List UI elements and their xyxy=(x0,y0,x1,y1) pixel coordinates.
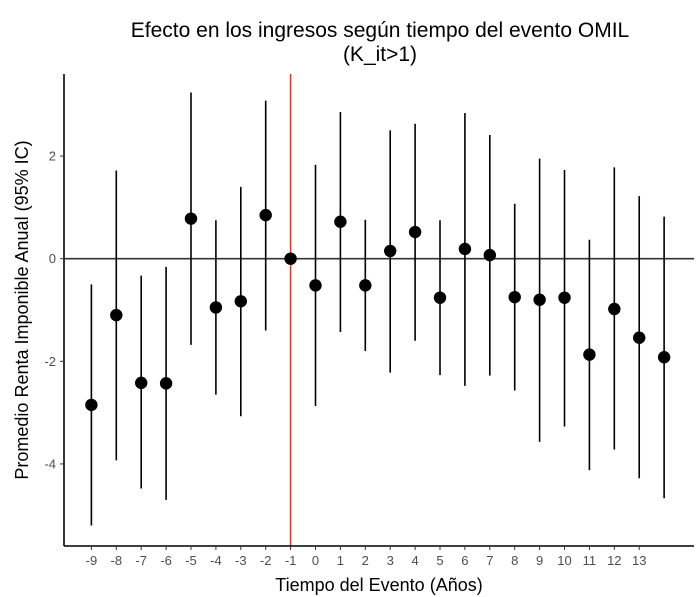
x-tick-label: 0 xyxy=(312,553,319,568)
x-tick-label: 11 xyxy=(583,553,597,568)
data-point xyxy=(259,209,271,221)
x-tick-label: -2 xyxy=(260,553,272,568)
data-point xyxy=(533,294,545,306)
data-point xyxy=(459,243,471,255)
data-point xyxy=(110,309,122,321)
data-point xyxy=(409,226,421,238)
data-point xyxy=(160,377,172,389)
reference-lines xyxy=(64,74,694,546)
data-point xyxy=(309,279,321,291)
x-tick-label: -8 xyxy=(111,553,123,568)
x-tick-label: 12 xyxy=(607,553,621,568)
data-point xyxy=(210,301,222,313)
data-point xyxy=(185,212,197,224)
data-point xyxy=(434,291,446,303)
x-axis-title: Tiempo del Evento (Años) xyxy=(275,575,482,595)
x-tick-label: 13 xyxy=(632,553,646,568)
x-tick-label: 9 xyxy=(536,553,543,568)
x-tick-label: 8 xyxy=(511,553,518,568)
data-point xyxy=(633,332,645,344)
data-point xyxy=(658,351,670,363)
x-tick-label: -6 xyxy=(160,553,172,568)
x-tick-label: -4 xyxy=(210,553,222,568)
x-tick-label: -9 xyxy=(86,553,98,568)
data-point xyxy=(334,216,346,228)
x-tick-label: 7 xyxy=(486,553,493,568)
data-point xyxy=(583,348,595,360)
x-tick-label: 2 xyxy=(362,553,369,568)
y-tick-label: 0 xyxy=(49,251,56,266)
data-point xyxy=(359,279,371,291)
data-point xyxy=(284,252,296,264)
data-point xyxy=(484,249,496,261)
x-tick-label: 10 xyxy=(557,553,571,568)
x-tick-label: -7 xyxy=(135,553,147,568)
data-point xyxy=(509,291,521,303)
data-point xyxy=(384,245,396,257)
x-tick-label: -3 xyxy=(235,553,247,568)
data-point xyxy=(558,291,570,303)
axes xyxy=(64,74,694,546)
y-axis-title: Promedio Renta Imponible Anual (95% IC) xyxy=(12,140,32,479)
x-tick-label: 5 xyxy=(436,553,443,568)
point-estimates xyxy=(85,209,670,411)
x-tick-label: 6 xyxy=(461,553,468,568)
x-axis-ticks: -9 -8 -7 -6 -5 -4 -3 -2 -1 0 1 2 3 4 5 6 7 8 9 10 11 12 13 xyxy=(86,546,647,568)
x-tick-label: 3 xyxy=(387,553,394,568)
x-tick-label: 1 xyxy=(337,553,344,568)
error-bars xyxy=(91,92,664,525)
y-axis-ticks: -4 -2 0 2 xyxy=(44,149,64,472)
x-tick-label: -1 xyxy=(285,553,297,568)
data-point xyxy=(85,399,97,411)
data-point xyxy=(135,377,147,389)
x-tick-label: 4 xyxy=(411,553,418,568)
data-point xyxy=(608,303,620,315)
y-tick-label: -4 xyxy=(44,456,56,471)
y-tick-label: -2 xyxy=(44,354,56,369)
y-tick-label: 2 xyxy=(49,149,56,164)
data-point xyxy=(235,295,247,307)
x-tick-label: -5 xyxy=(185,553,197,568)
